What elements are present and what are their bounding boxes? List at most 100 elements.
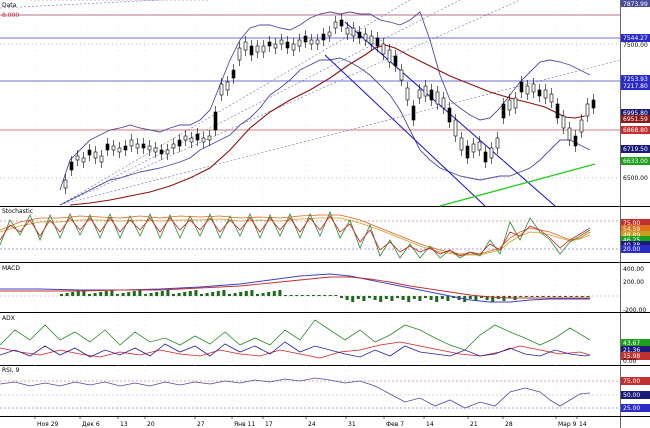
candle <box>381 38 386 60</box>
top-value-badge: 7873.99 <box>621 0 650 8</box>
macd-bar <box>211 292 215 296</box>
macd-bar <box>261 293 265 296</box>
stochastic-panel[interactable]: Stochastic 75.0054.5948.8946.2540.3820.0… <box>0 208 650 263</box>
macd-bar <box>132 291 136 296</box>
top-value-text: 7873.99 <box>623 1 648 8</box>
macd-bar <box>188 291 192 296</box>
macd-bar <box>323 295 327 296</box>
price-label: 6719.50 <box>621 145 650 153</box>
date-label: 27 <box>197 421 205 428</box>
macd-bar <box>138 290 142 296</box>
macd-bar <box>244 291 248 296</box>
stoch-yellow-line <box>0 217 591 256</box>
price-label: 21.36 <box>621 346 650 354</box>
macd-bar <box>272 291 276 296</box>
candle <box>369 30 374 50</box>
macd-bar <box>429 296 433 300</box>
macd-bar <box>127 292 131 296</box>
price-label-text: 7500.00 <box>623 42 648 49</box>
date-label: Дек 6 <box>82 421 100 428</box>
date-label: 14 <box>426 421 434 428</box>
macd-bar <box>485 296 489 300</box>
bollinger-upper <box>59 11 591 191</box>
macd-panel[interactable]: MACD 400.00 200.00 -200.00 <box>0 265 650 314</box>
stoch-green-line <box>0 210 591 259</box>
candle <box>531 78 536 98</box>
date-label: 14 <box>579 421 587 428</box>
macd-bar <box>412 296 416 299</box>
macd-bar <box>558 296 562 297</box>
price-label-text: 6995.80 <box>623 110 648 117</box>
price-label-text: 7544.27 <box>623 35 648 42</box>
price-label-text: 400.00 <box>623 266 644 273</box>
macd-bar <box>564 296 567 297</box>
candle <box>483 146 488 168</box>
candle <box>237 42 242 66</box>
price-label: 75.00 <box>621 219 650 227</box>
macd-bar <box>88 294 91 296</box>
macd-bar <box>580 296 584 297</box>
candle <box>393 50 398 72</box>
price-label-text: 75.00 <box>623 220 640 227</box>
candle <box>579 114 584 138</box>
candle <box>549 88 554 108</box>
candle <box>513 92 518 114</box>
macd-bar <box>110 290 114 296</box>
price-label-text: 0.00 <box>623 358 637 365</box>
candle <box>333 16 338 34</box>
candle <box>135 138 140 154</box>
rsi-panel[interactable]: RSI, 9 75.00 50.00 25.00 <box>0 367 650 417</box>
macd-bar <box>536 296 539 297</box>
channel-lower <box>324 54 486 207</box>
candle <box>195 128 200 146</box>
rsi-value-labels: 75.00 50.00 25.00 <box>621 377 650 412</box>
price-label: 0.00 <box>623 358 637 365</box>
macd-bar <box>362 296 366 301</box>
adx-green-line <box>0 319 591 351</box>
price-label-text: 6951.59 <box>623 116 648 123</box>
candle <box>105 138 110 156</box>
candle <box>63 174 68 194</box>
macd-bar <box>172 294 175 296</box>
macd-bar <box>250 290 254 296</box>
macd-value-labels: 400.00 200.00 -200.00 <box>623 266 646 314</box>
price-label: 7217.80 <box>621 82 650 90</box>
rsi-line <box>0 377 591 409</box>
price-label: 43.67 <box>621 339 650 347</box>
price-label: 48.89 <box>621 231 650 239</box>
candle <box>471 138 476 158</box>
macd-red-line <box>0 276 590 299</box>
candle <box>321 28 326 46</box>
candle <box>171 138 176 154</box>
candle <box>303 30 308 48</box>
candle <box>417 84 422 104</box>
candle <box>567 122 572 146</box>
macd-bar <box>177 293 181 296</box>
macd-bar <box>508 296 511 298</box>
candle <box>291 38 296 56</box>
candle <box>525 80 530 100</box>
date-label: 24 <box>308 421 316 428</box>
macd-bar <box>60 294 63 296</box>
candle <box>219 78 224 101</box>
macd-bar <box>547 296 551 297</box>
candle <box>351 22 356 42</box>
macd-bar <box>334 295 338 296</box>
price-label-text: 200.00 <box>623 279 644 286</box>
macd-bar <box>121 293 125 296</box>
macd-bar <box>228 294 231 296</box>
price-label-text: 7217.80 <box>623 83 648 90</box>
candle <box>543 84 548 104</box>
candle <box>435 86 440 110</box>
price-label-text: 7253.93 <box>623 76 648 83</box>
candle <box>153 142 158 158</box>
candle <box>177 134 182 152</box>
macd-bar <box>194 290 198 296</box>
macd-bar <box>424 296 427 298</box>
candle <box>99 150 104 168</box>
macd-bar <box>379 296 383 302</box>
candle <box>225 76 230 96</box>
